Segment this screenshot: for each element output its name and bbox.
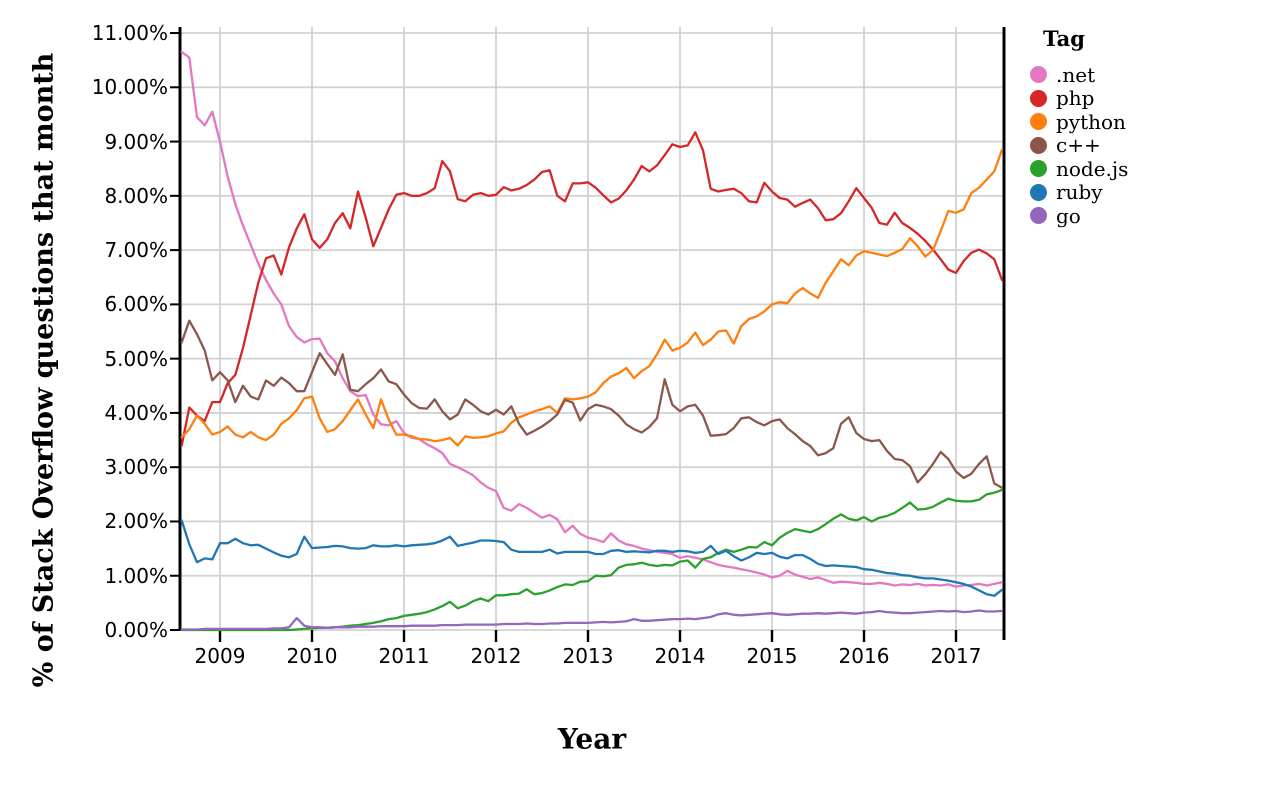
y-tick-label: 4.00% [104, 400, 168, 425]
legend-swatch-icon [1030, 136, 1047, 154]
x-axis-title: Year [557, 722, 627, 756]
y-tick-label: 6.00% [104, 292, 168, 317]
legend-item-label: go [1056, 203, 1081, 228]
legend-item-label: c++ [1056, 133, 1101, 158]
legend: Tag .net php python c++ node.js ruby go [1030, 26, 1128, 228]
x-tick-label: 2016 [838, 644, 890, 668]
legend-swatch-icon [1030, 160, 1047, 178]
x-tick-label: 2017 [930, 644, 982, 668]
y-tick-label: 2.00% [104, 509, 168, 534]
y-tick-label: 7.00% [104, 238, 168, 263]
series-line-net [180, 50, 1004, 588]
legend-item-python: python [1030, 110, 1128, 134]
y-tick-label: 3.00% [104, 455, 168, 480]
y-tick-label: 8.00% [104, 183, 168, 208]
legend-swatch-icon [1030, 89, 1047, 107]
series-line-python [180, 148, 1004, 447]
legend-items: .net php python c++ node.js ruby go [1030, 63, 1128, 228]
y-tick-label: 1.00% [104, 563, 168, 588]
x-tick-label: 2012 [470, 644, 522, 668]
legend-item-ruby: ruby [1030, 181, 1128, 205]
legend-item-label: .net [1056, 62, 1096, 87]
x-tick-label: 2013 [562, 644, 614, 668]
y-tick-label: 9.00% [104, 129, 168, 154]
series-line-node-js [180, 488, 1004, 632]
x-tick-label: 2009 [194, 644, 246, 668]
series-line-c [180, 319, 1004, 489]
legend-item-net: .net [1030, 63, 1128, 87]
legend-swatch-icon [1030, 66, 1047, 84]
y-tick-label: 10.00% [91, 75, 168, 100]
legend-swatch-icon [1030, 207, 1047, 225]
y-axis-title: % of Stack Overflow questions that month [28, 52, 60, 688]
x-tick-label: 2010 [286, 644, 338, 668]
legend-item-c: c++ [1030, 134, 1128, 158]
legend-item-label: python [1056, 109, 1126, 134]
y-tick-label: 0.00% [104, 618, 168, 642]
x-tick-label: 2011 [378, 644, 430, 668]
y-tick-label: 11.00% [91, 21, 168, 46]
legend-item-label: node.js [1056, 156, 1129, 181]
series-line-ruby [180, 519, 1004, 597]
series-line-php [180, 131, 1004, 447]
y-tick-label: 5.00% [104, 346, 168, 371]
legend-item-label: php [1056, 86, 1095, 111]
legend-item-label: ruby [1056, 180, 1103, 205]
series-line-go [180, 609, 1004, 631]
x-tick-label: 2015 [746, 644, 798, 668]
legend-item-go: go [1030, 204, 1128, 228]
x-tick-label: 2014 [654, 644, 706, 668]
legend-title: Tag [1043, 26, 1085, 51]
legend-swatch-icon [1030, 183, 1047, 201]
legend-swatch-icon [1030, 113, 1047, 131]
legend-item-php: php [1030, 87, 1128, 111]
legend-item-node-js: node.js [1030, 157, 1128, 181]
